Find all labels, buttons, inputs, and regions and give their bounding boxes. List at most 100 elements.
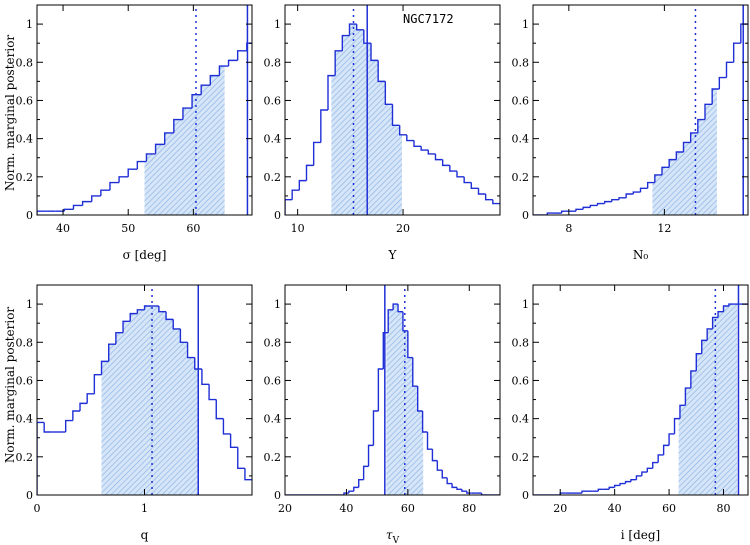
y-tick-label: 0 <box>274 209 281 222</box>
x-tick-label: 20 <box>278 502 292 515</box>
y-tick-label: 0.8 <box>264 336 282 349</box>
histogram-bin <box>717 311 724 318</box>
histogram-bin <box>697 118 705 133</box>
y-tick-label: 0.4 <box>512 413 530 426</box>
histogram-bin <box>372 410 379 446</box>
histogram-bin <box>560 210 569 214</box>
histogram-bin <box>377 368 384 411</box>
histogram-bin <box>654 174 662 183</box>
histogram-bin <box>619 482 626 486</box>
histogram-bin <box>581 490 588 494</box>
y-tick-label: 0.2 <box>16 171 34 184</box>
x-tick-label: 8 <box>565 222 572 235</box>
panel-q: 0 0.2 0.4 0.6 0.8 1 0 1 q <box>16 284 253 542</box>
histogram-bin <box>348 490 354 494</box>
histogram-bin <box>136 309 145 314</box>
histogram-bin <box>391 104 400 126</box>
histogram-bin <box>334 50 343 76</box>
histogram-bin <box>179 328 188 343</box>
histogram-bin <box>173 118 183 133</box>
histogram-bin <box>431 449 438 462</box>
y-tick-label: 0 <box>26 209 33 222</box>
histogram-bin <box>675 151 684 160</box>
histogram-bin <box>320 109 328 143</box>
x-axis-label: q <box>141 528 149 542</box>
histogram-bin <box>456 487 462 490</box>
histogram-bin <box>436 460 443 471</box>
histogram-bin <box>218 65 229 76</box>
y-tick-label: 0 <box>522 209 529 222</box>
y-tick-label: 1 <box>26 298 33 311</box>
histogram-bin <box>695 353 702 371</box>
x-tick-label: 40 <box>339 502 353 515</box>
histogram-bin <box>363 29 371 44</box>
y-tick-label: 0.2 <box>512 171 530 184</box>
histogram-bin <box>613 484 621 488</box>
y-tick-label: 0.2 <box>264 171 282 184</box>
histogram-bin <box>86 393 95 404</box>
histogram-bin <box>343 492 349 495</box>
histogram-bin <box>215 399 224 420</box>
histogram-bin <box>154 143 165 154</box>
histogram-bin <box>477 188 486 195</box>
y-tick-label: 0.8 <box>16 56 34 69</box>
x-tick-label: 60 <box>662 502 676 515</box>
credible-interval-shade <box>144 66 225 215</box>
x-tick-label: 60 <box>401 502 415 515</box>
panel-sigma: 0 0.2 0.4 0.6 0.8 1 40 50 60 σ [deg] <box>16 4 253 262</box>
histogram-bin <box>732 42 741 63</box>
histogram-bin <box>208 384 217 401</box>
histogram-bin <box>209 74 220 86</box>
histogram-bin <box>165 311 174 321</box>
histogram-bin <box>413 140 422 147</box>
histogram-bin <box>662 444 670 455</box>
x-axis-label: Y <box>388 248 398 262</box>
histogram-bin <box>327 74 336 110</box>
y-tick-label: 1 <box>26 18 33 31</box>
histogram-bin <box>353 486 359 492</box>
y-tick-label: 0.4 <box>16 413 34 426</box>
plot-frame <box>284 284 501 496</box>
histogram-bin <box>451 483 457 489</box>
histogram-bin <box>291 189 300 200</box>
y-axis-label-top: Norm. marginal posterior <box>3 35 17 192</box>
x-axis-label: i [deg] <box>621 528 660 542</box>
histogram-bin <box>222 418 231 435</box>
histogram-bin <box>191 94 202 109</box>
histogram-bin <box>355 24 364 31</box>
y-tick-label: 0.2 <box>264 451 282 464</box>
x-axis-label: N₀ <box>633 248 649 262</box>
credible-interval-shade <box>678 304 738 495</box>
x-tick-label: 12 <box>657 222 671 235</box>
histogram-bin <box>420 146 429 151</box>
histogram-bin <box>362 465 369 480</box>
y-tick-label: 0.6 <box>264 94 282 107</box>
panel-tauv: 0 0.2 0.4 0.6 0.8 1 20 40 60 80 τV <box>264 284 501 545</box>
y-tick-label: 0.4 <box>16 133 34 146</box>
x-tick-label: 60 <box>186 222 200 235</box>
histogram-bin <box>370 43 379 62</box>
histogram-bin <box>305 164 314 181</box>
histogram-bin <box>100 360 109 375</box>
panel-y: 0 0.2 0.4 0.6 0.8 1 10 20 Y <box>264 4 501 262</box>
histogram-bin <box>341 34 350 51</box>
y-tick-label: 0.6 <box>16 374 34 387</box>
y-tick-label: 1 <box>274 298 281 311</box>
histogram-bin <box>611 199 619 202</box>
panel-inclination: 0 0.2 0.4 0.6 0.8 1 20 40 60 80 i [deg] <box>512 284 749 542</box>
histogram-bin <box>684 387 691 406</box>
histogram-bin <box>63 208 74 212</box>
y-axis-label-bottom: Norm. marginal posterior <box>3 307 17 464</box>
plot-frame <box>532 4 749 216</box>
histogram-bin <box>668 158 677 168</box>
histogram-bin <box>480 493 487 495</box>
object-name-annotation: NGC7172 <box>403 12 454 26</box>
histogram-bin <box>186 342 195 359</box>
histogram-bin <box>704 103 713 120</box>
histogram-bin <box>108 343 116 362</box>
histogram-bin <box>412 357 418 387</box>
histogram-bin <box>163 132 174 145</box>
histogram-bin <box>285 199 293 215</box>
histogram-bin <box>367 444 374 467</box>
histogram-bin <box>673 417 680 434</box>
